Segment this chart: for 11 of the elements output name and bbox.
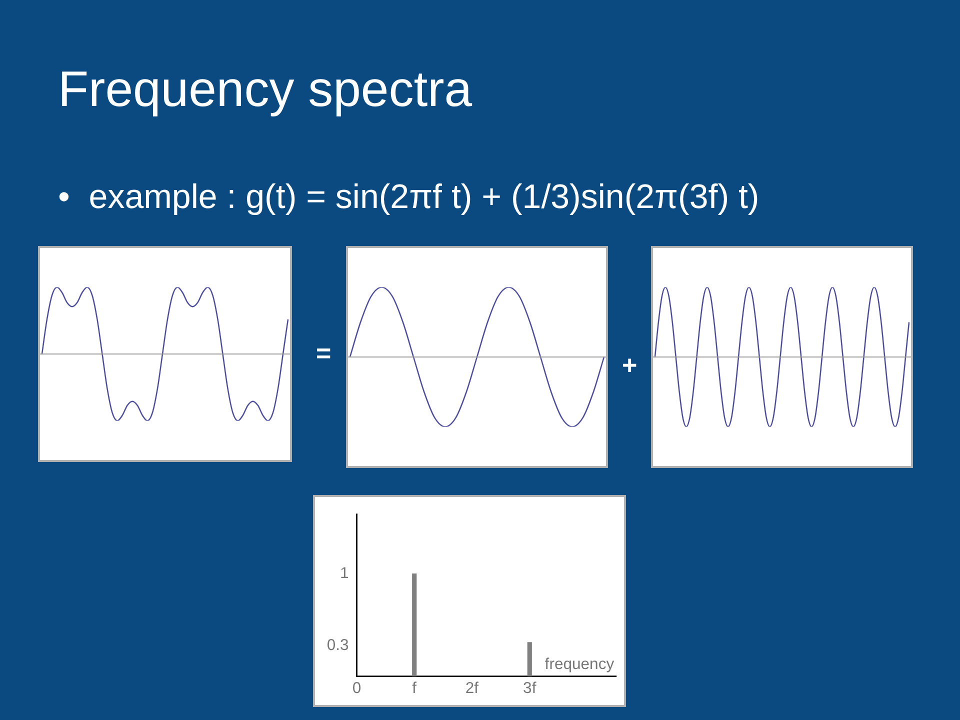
x-tick-label: 2f — [465, 680, 480, 698]
x-tick-label: 0 — [352, 680, 362, 698]
x-axis-title: frequency — [544, 656, 614, 673]
x-tick-label: f — [412, 680, 418, 698]
text: • example : g(t) = sin(2πf t) + (1/3)sin(2π(3f) t) — [58, 178, 760, 217]
text: = — [316, 338, 332, 369]
x-tick-label: 3f — [523, 680, 537, 698]
text: + — [622, 350, 638, 381]
y-tick-label: 0.3 — [326, 636, 350, 654]
chart-title: Frequency spectra — [58, 60, 472, 118]
y-tick-label: 1 — [340, 565, 349, 582]
